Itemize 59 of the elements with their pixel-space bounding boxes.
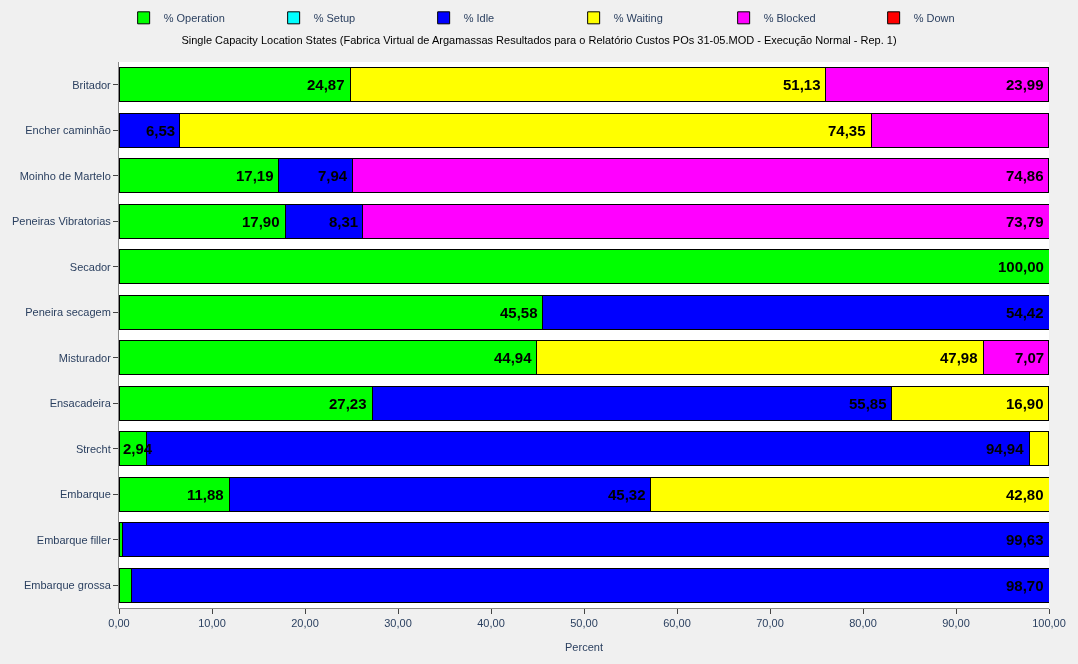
data-label: 17,19: [236, 167, 274, 184]
legend-label: % Setup: [313, 12, 356, 25]
data-label: 55,85: [849, 395, 887, 412]
x-tick-label: 90,00: [942, 617, 970, 630]
x-tick-label: 20,00: [291, 617, 319, 630]
x-tick-label: 10,00: [198, 617, 226, 630]
y-tick-label: Encher caminhão: [25, 124, 111, 137]
data-label: 73,79: [1006, 213, 1044, 230]
data-label: 100,00: [998, 258, 1044, 275]
data-label: 94,94: [986, 440, 1025, 457]
data-label: 7,07: [1015, 349, 1045, 366]
data-label: 23,99: [1006, 76, 1044, 93]
y-tick-label: Embarque: [60, 488, 111, 501]
x-tick-label: 60,00: [663, 617, 691, 630]
x-axis-title: Percent: [565, 641, 603, 654]
x-tick-label: 80,00: [849, 617, 877, 630]
data-label: 17,90: [242, 213, 280, 230]
data-label: 45,32: [608, 486, 646, 503]
x-tick-label: 40,00: [477, 617, 505, 630]
y-tick-label: Embarque grossa: [23, 579, 112, 592]
bar: [121, 522, 1049, 558]
data-label: 11,88: [187, 486, 224, 503]
data-label: 99,63: [1006, 531, 1044, 548]
y-tick-label: Peneiras Vibratorias: [11, 215, 112, 228]
data-label: 74,86: [1006, 167, 1044, 184]
y-tick-label: Moinho de Martelo: [19, 169, 111, 182]
data-label: 44,94: [494, 349, 533, 366]
data-label: 54,42: [1006, 304, 1044, 321]
y-tick-label: Ensacadeira: [49, 397, 112, 410]
legend-label: % Idle: [463, 12, 495, 25]
data-label: 42,80: [1006, 486, 1044, 503]
x-tick-label: 70,00: [756, 617, 784, 630]
y-tick-label: Peneira secagem: [25, 306, 111, 319]
legend-label: % Operation: [163, 12, 225, 25]
data-label: 47,98: [940, 349, 978, 366]
data-label: 8,31: [329, 213, 359, 230]
data-label: 6,53: [146, 122, 176, 139]
data-label: 51,13: [783, 76, 821, 93]
bar: [119, 249, 1049, 285]
x-tick-label: 30,00: [384, 617, 412, 630]
data-label: 27,23: [329, 395, 367, 412]
x-tick-label: 0,00: [108, 617, 130, 630]
data-label: 7,94: [318, 167, 348, 184]
y-tick-label: Britador: [72, 78, 112, 91]
y-tick-label: Secador: [69, 260, 112, 273]
data-label: 16,90: [1006, 395, 1044, 412]
legend-label: % Blocked: [763, 12, 816, 25]
data-label: 98,70: [1006, 577, 1044, 594]
data-label: 24,87: [307, 76, 345, 93]
data-label: 45,58: [500, 304, 538, 321]
chart-title: Single Capacity Location States (Fabrica Virtual de Argamassas Resultados para o Relatório Custos POs 31-05.MOD - Execução Normal - Rep. 1): [181, 34, 897, 47]
y-tick-label: Strecht: [75, 442, 111, 455]
x-tick-label: 100,00: [1032, 617, 1066, 630]
legend-label: % Down: [913, 12, 955, 25]
y-tick-label: Misturador: [58, 351, 112, 364]
y-tick-label: Embarque filler: [36, 533, 112, 546]
data-label: 74,35: [828, 122, 866, 139]
legend-label: % Waiting: [613, 12, 663, 25]
x-tick-label: 50,00: [570, 617, 598, 630]
